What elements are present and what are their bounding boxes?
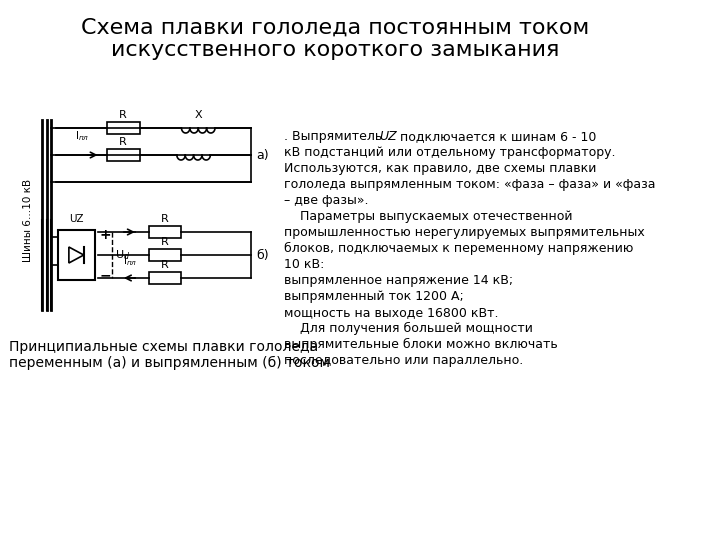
Text: б): б) bbox=[256, 248, 269, 261]
Bar bbox=[107, 122, 140, 134]
Text: Для получения большей мощности: Для получения большей мощности bbox=[284, 322, 533, 335]
Bar bbox=[149, 249, 181, 261]
Text: −: − bbox=[99, 268, 111, 282]
Text: R: R bbox=[161, 214, 168, 224]
Bar bbox=[58, 230, 95, 280]
Text: а): а) bbox=[256, 148, 269, 161]
Text: I$_{пл}$: I$_{пл}$ bbox=[123, 254, 138, 268]
Text: промышленностью нерегулируемых выпрямительных: промышленностью нерегулируемых выпрямите… bbox=[284, 226, 644, 239]
Text: Параметры выпускаемых отечественной: Параметры выпускаемых отечественной bbox=[284, 210, 572, 223]
Text: Принципиальные схемы плавки гололеда
переменным (а) и выпрямленным (б) током: Принципиальные схемы плавки гололеда пер… bbox=[9, 340, 330, 370]
Bar bbox=[149, 272, 181, 284]
Text: R: R bbox=[119, 110, 127, 120]
Text: +: + bbox=[99, 228, 111, 242]
Bar bbox=[107, 149, 140, 161]
Text: R: R bbox=[119, 137, 127, 147]
Text: последовательно или параллельно.: последовательно или параллельно. bbox=[284, 354, 523, 367]
Text: UZ: UZ bbox=[379, 130, 397, 143]
Text: Используются, как правило, две схемы плавки: Используются, как правило, две схемы пла… bbox=[284, 162, 596, 175]
Text: выпрямленное напряжение 14 кВ;: выпрямленное напряжение 14 кВ; bbox=[284, 274, 513, 287]
Text: искусственного короткого замыкания: искусственного короткого замыкания bbox=[111, 40, 559, 60]
Text: блоков, подключаемых к переменному напряжению: блоков, подключаемых к переменному напря… bbox=[284, 242, 634, 255]
Text: гололеда выпрямленным током: «фаза – фаза» и «фаза: гололеда выпрямленным током: «фаза – фаз… bbox=[284, 178, 655, 191]
Text: 10 кВ:: 10 кВ: bbox=[284, 258, 324, 271]
Text: UZ: UZ bbox=[69, 214, 84, 224]
Text: кВ подстанций или отдельному трансформатору.: кВ подстанций или отдельному трансформат… bbox=[284, 146, 616, 159]
Text: R: R bbox=[161, 237, 168, 247]
Text: выпрямительные блоки можно включать: выпрямительные блоки можно включать bbox=[284, 338, 557, 351]
Text: U$_d$: U$_d$ bbox=[115, 248, 130, 262]
Bar bbox=[149, 226, 181, 238]
Text: I$_{пл}$: I$_{пл}$ bbox=[75, 129, 89, 143]
Text: . Выпрямитель: . Выпрямитель bbox=[284, 130, 386, 143]
Text: подключается к шинам 6 - 10: подключается к шинам 6 - 10 bbox=[395, 130, 596, 143]
Text: Шины 6…10 кВ: Шины 6…10 кВ bbox=[23, 178, 33, 261]
Text: выпрямленный ток 1200 А;: выпрямленный ток 1200 А; bbox=[284, 290, 464, 303]
Text: X: X bbox=[194, 110, 202, 120]
Text: Схема плавки гололеда постоянным током: Схема плавки гололеда постоянным током bbox=[81, 18, 589, 38]
Text: – две фазы».: – две фазы». bbox=[284, 194, 369, 207]
Text: R: R bbox=[161, 260, 168, 270]
Text: мощность на выходе 16800 кВт.: мощность на выходе 16800 кВт. bbox=[284, 306, 498, 319]
